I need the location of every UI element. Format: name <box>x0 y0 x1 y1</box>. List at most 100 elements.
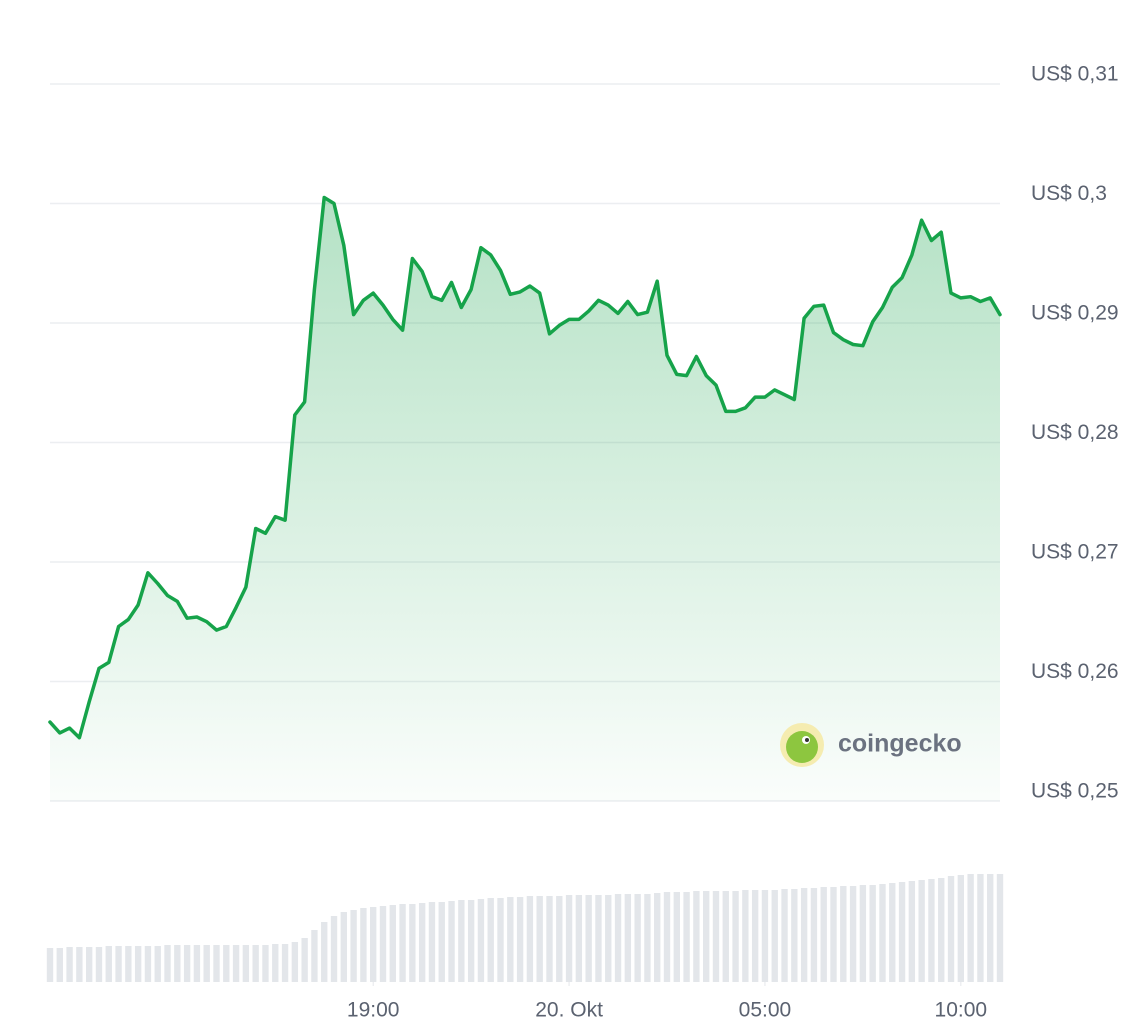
volume-bar <box>800 888 808 982</box>
volume-bar <box>742 890 749 982</box>
volume-bar <box>977 874 984 982</box>
y-tick-label: US$ 0,25 <box>1031 780 1119 803</box>
volume-bar <box>262 945 269 982</box>
volume-bar <box>125 946 132 982</box>
volume-bar <box>957 875 965 982</box>
volume-bar <box>183 945 191 982</box>
volume-bar <box>967 874 974 982</box>
volume-bar <box>428 902 436 982</box>
volume-bar <box>996 874 1004 982</box>
volume-bar <box>487 898 494 982</box>
volume-bar <box>673 892 680 982</box>
volume-bar <box>399 904 406 982</box>
volume-bar <box>311 930 318 982</box>
price-line <box>48 195 1002 740</box>
volume-bar <box>409 904 416 982</box>
volume-bar <box>703 891 710 982</box>
volume-bar <box>585 895 592 982</box>
volume-bar <box>987 874 994 982</box>
volume-bar <box>438 902 445 982</box>
volume-bar <box>301 938 308 982</box>
volume-bar <box>516 897 524 982</box>
volume-bar <box>595 895 602 982</box>
volume-bar <box>634 894 641 982</box>
volume-bar <box>497 898 504 982</box>
volume-bar <box>869 885 876 982</box>
volume-bar <box>467 900 475 982</box>
volume-bar <box>849 886 857 982</box>
volume-bar <box>95 947 103 982</box>
volume-bar <box>820 887 827 982</box>
volume-bar <box>232 945 240 982</box>
y-tick-label: US$ 0,29 <box>1031 302 1119 325</box>
volume-bar <box>536 896 543 982</box>
volume-bar <box>203 945 210 982</box>
volume-bar <box>771 890 778 982</box>
volume-bar <box>418 903 426 982</box>
volume-bar <box>291 942 299 982</box>
volume-bar <box>889 883 896 982</box>
volume-bar <box>330 916 338 982</box>
x-tick-label: 05:00 <box>739 999 792 1022</box>
volume-bar <box>859 885 867 982</box>
volume-bar <box>85 947 93 982</box>
volume-bar <box>448 901 455 982</box>
volume-bar <box>751 890 759 982</box>
volume-bar <box>144 946 152 982</box>
volume-bar <box>66 947 73 982</box>
volume-bar <box>791 889 798 982</box>
volume-bar <box>928 879 935 982</box>
volume-bar <box>105 946 112 982</box>
volume-bar <box>830 887 837 982</box>
volume-bar <box>879 884 886 982</box>
volume-bar <box>663 892 671 982</box>
volume-bar <box>614 894 622 982</box>
volume-bar <box>223 945 230 982</box>
volume-bar <box>252 945 259 982</box>
volume-bar <box>134 946 142 982</box>
volume-bar <box>947 876 955 982</box>
volume-bar <box>732 891 739 982</box>
volume-bar <box>174 945 181 982</box>
volume-bar <box>46 948 54 982</box>
volume-bar <box>624 894 632 982</box>
volume-bar <box>938 878 945 982</box>
volume-bar <box>918 880 925 982</box>
y-tick-label: US$ 0,3 <box>1031 182 1107 205</box>
volume-bar <box>507 897 514 982</box>
volume-bar <box>575 895 583 982</box>
watermark-logo <box>780 723 824 767</box>
volume-bar <box>76 947 83 982</box>
volume-bar <box>213 945 220 982</box>
y-tick-label: US$ 0,26 <box>1031 660 1119 683</box>
volume-bar <box>565 895 573 982</box>
y-tick-label: US$ 0,31 <box>1031 63 1119 86</box>
volume-bar <box>898 882 906 982</box>
volume-bar <box>389 905 396 982</box>
volume-bar <box>712 891 720 982</box>
volume-bar <box>321 922 328 982</box>
x-tick-label: 19:00 <box>347 999 400 1022</box>
volume-bar <box>281 944 289 982</box>
volume-bar <box>605 895 612 982</box>
volume-bar <box>693 891 700 982</box>
x-tick-label: 10:00 <box>935 999 988 1022</box>
y-tick-label: US$ 0,28 <box>1031 421 1119 444</box>
volume-bar <box>654 893 661 982</box>
volume-bar <box>722 891 729 982</box>
y-tick-label: US$ 0,27 <box>1031 541 1119 564</box>
volume-bar <box>526 896 534 982</box>
price-area <box>50 197 1000 801</box>
volume-bar <box>781 889 788 982</box>
volume-bar <box>164 945 171 982</box>
volume-bar <box>193 945 201 982</box>
volume-bar <box>556 896 563 982</box>
volume-bar <box>477 899 485 982</box>
volume-bar <box>644 894 651 982</box>
volume-bar <box>840 886 847 982</box>
volume-bar <box>350 910 357 982</box>
volume-bar <box>546 896 553 982</box>
volume-bar <box>360 908 367 982</box>
